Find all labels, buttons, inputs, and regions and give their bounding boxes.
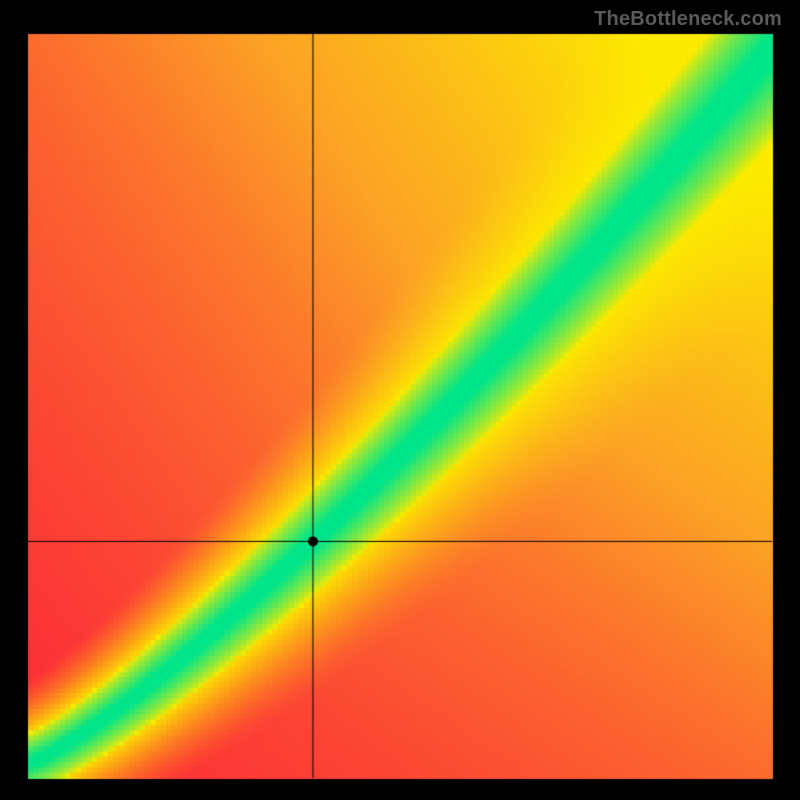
bottleneck-heatmap (0, 0, 800, 800)
watermark-text: TheBottleneck.com (594, 8, 782, 31)
